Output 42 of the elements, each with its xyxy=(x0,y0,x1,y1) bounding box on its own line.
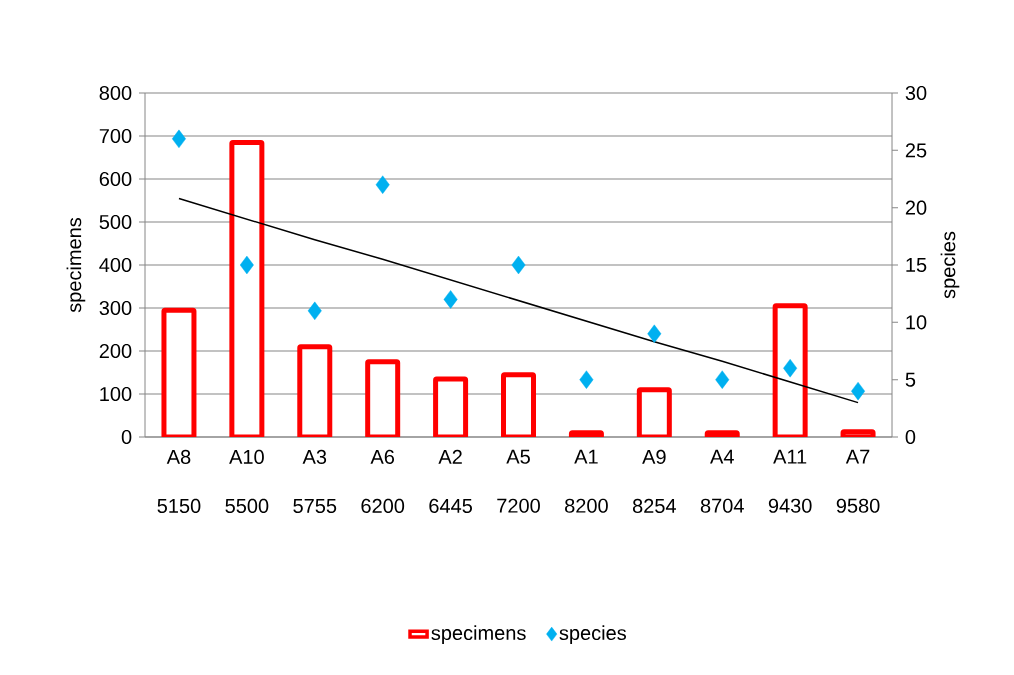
category-label: A8 5150 xyxy=(157,449,201,514)
category-label: A1 8200 xyxy=(565,449,608,513)
y-tick-label: 800 xyxy=(99,85,132,101)
y-tick-label: 300 xyxy=(99,300,132,316)
y-tick-label: 600 xyxy=(99,171,132,187)
y-tick-label: 500 xyxy=(99,214,132,230)
category-label: A9 8254 xyxy=(632,449,676,514)
point xyxy=(783,359,798,378)
point xyxy=(172,129,186,149)
point xyxy=(375,175,390,194)
y2-tick-label: 15 xyxy=(906,258,927,272)
y-tick-label: 0 xyxy=(121,429,132,445)
category-label: A11 9430 xyxy=(768,449,812,513)
category-label: A6 6200 xyxy=(361,449,405,514)
y-tick-label: 400 xyxy=(99,257,132,273)
y2-tick-label: 0 xyxy=(905,429,916,445)
category-label: A7 9580 xyxy=(836,449,880,513)
category-label: A4 8704 xyxy=(700,449,744,513)
legend-label: species xyxy=(559,625,626,645)
y-tick-label: 200 xyxy=(99,343,132,359)
y2-tick-label: 30 xyxy=(905,85,927,101)
point xyxy=(715,370,730,389)
point xyxy=(647,324,662,343)
category-label: A2 6445 xyxy=(429,449,472,514)
category-label: A3 5755 xyxy=(293,449,337,514)
y2-axis-title: species xyxy=(940,231,960,299)
point xyxy=(443,290,458,309)
point xyxy=(851,381,866,401)
category-label: A5 7200 xyxy=(497,449,540,513)
point xyxy=(579,370,594,389)
y2-tick-label: 5 xyxy=(905,372,916,387)
y-tick-label: 700 xyxy=(99,128,132,144)
point xyxy=(307,301,322,321)
y-axis-title: specimens xyxy=(66,217,86,313)
point xyxy=(239,255,254,275)
legend-label: specimens xyxy=(431,625,526,645)
y2-tick-label: 25 xyxy=(905,143,927,158)
y-tick-label: 100 xyxy=(100,386,132,402)
y2-tick-label: 20 xyxy=(905,200,927,215)
point xyxy=(511,255,526,275)
y2-tick-label: 10 xyxy=(906,315,927,330)
category-label: A10 5500 xyxy=(225,449,269,514)
